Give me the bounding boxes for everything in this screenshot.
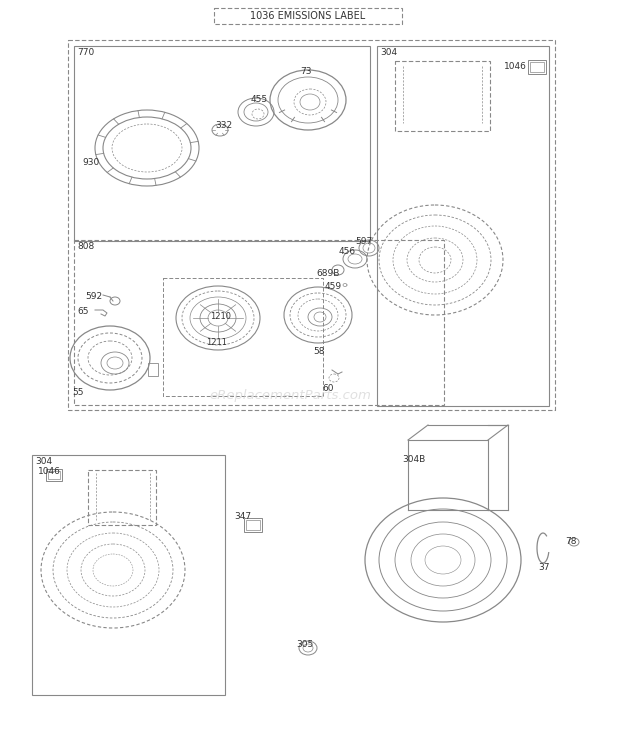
Text: 347: 347	[234, 512, 251, 521]
Text: 304B: 304B	[402, 455, 425, 464]
Text: 456: 456	[339, 247, 356, 256]
Text: 1211: 1211	[206, 338, 227, 347]
Text: 689B: 689B	[316, 269, 339, 278]
Text: 304: 304	[380, 48, 397, 57]
Text: 304: 304	[35, 457, 52, 466]
Text: 592: 592	[85, 292, 102, 301]
Bar	[74, 240, 444, 405]
Text: 808: 808	[77, 242, 94, 251]
Bar	[74, 46, 370, 241]
Text: 1046: 1046	[38, 467, 61, 476]
Text: 332: 332	[215, 121, 232, 130]
Bar	[48, 471, 60, 479]
Text: 1036 EMISSIONS LABEL: 1036 EMISSIONS LABEL	[250, 11, 366, 21]
Bar	[88, 470, 156, 525]
Text: 770: 770	[77, 48, 94, 57]
Bar	[395, 61, 490, 131]
Text: 37: 37	[538, 563, 549, 572]
Bar	[246, 520, 260, 530]
Bar	[32, 455, 225, 695]
Bar	[163, 278, 323, 396]
Text: 78: 78	[565, 537, 577, 546]
Text: 459: 459	[325, 282, 342, 291]
Bar	[68, 40, 555, 410]
Text: 1046: 1046	[504, 62, 527, 71]
Text: 305: 305	[296, 640, 313, 649]
Bar	[377, 46, 549, 406]
Bar	[244, 518, 262, 532]
Text: 65: 65	[77, 307, 89, 316]
Text: 455: 455	[251, 95, 268, 104]
Bar	[530, 62, 544, 72]
Text: 1210: 1210	[210, 312, 231, 321]
Text: 597: 597	[355, 237, 372, 246]
Text: 55: 55	[72, 388, 84, 397]
Text: eReplacementParts.com: eReplacementParts.com	[209, 388, 371, 402]
Bar	[214, 8, 402, 24]
Text: 60: 60	[322, 384, 334, 393]
Text: 930: 930	[82, 158, 99, 167]
Bar	[528, 60, 546, 74]
Text: 73: 73	[300, 67, 311, 76]
Text: 58: 58	[313, 347, 324, 356]
Bar	[46, 469, 62, 481]
